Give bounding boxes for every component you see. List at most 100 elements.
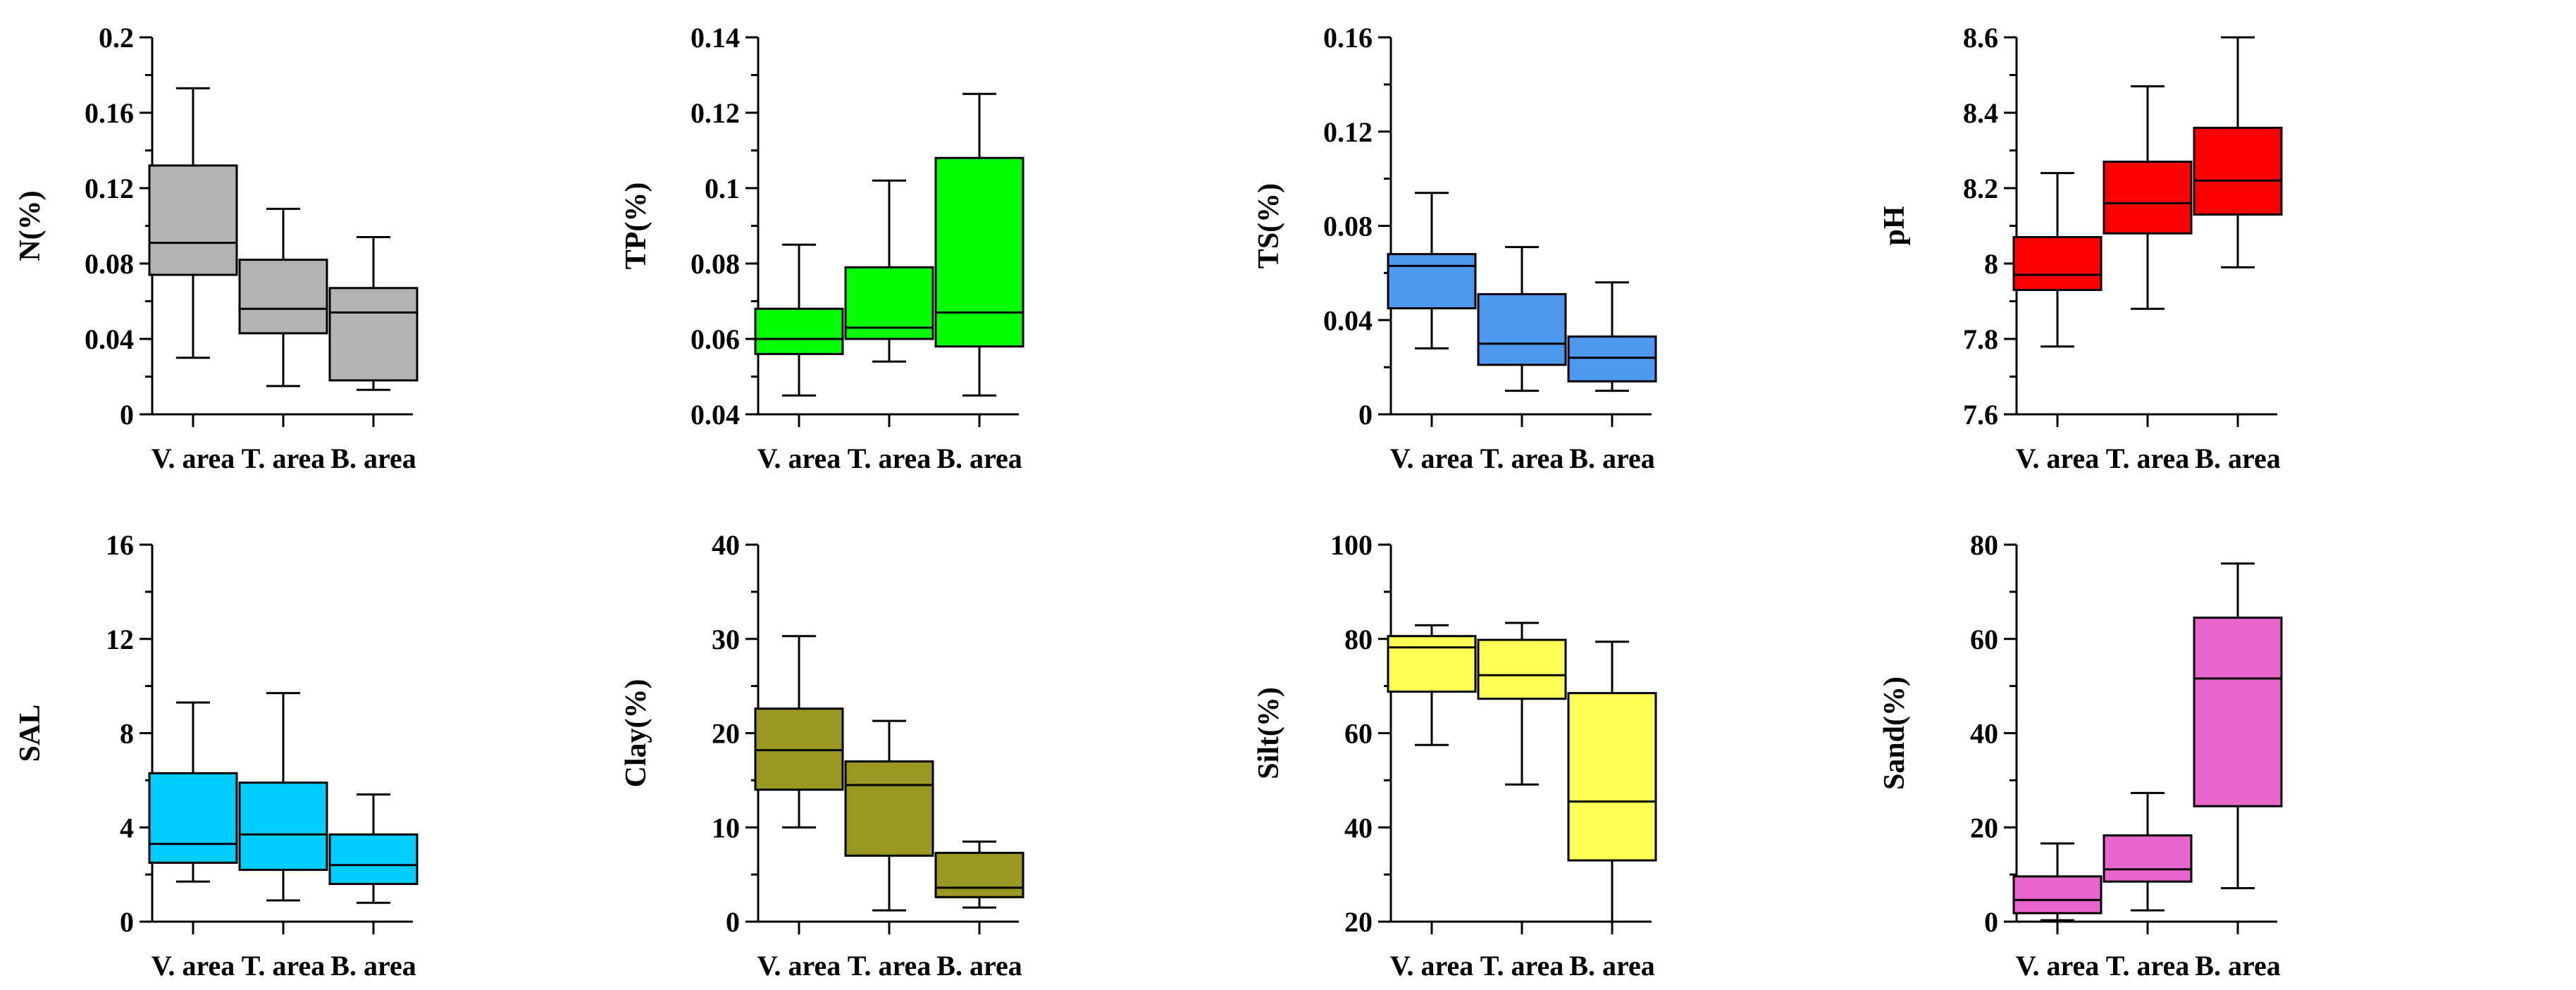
y-tick-label: 60	[1970, 624, 1998, 655]
x-tick-label: T. area	[848, 443, 931, 474]
y-axis-title: SAL	[14, 705, 47, 762]
y-tick-label: 60	[1344, 718, 1373, 750]
chart-panel-3: 0 0.04 0.08 0.12 0.16 TS(%) V. area T. area B. a…	[1253, 22, 1657, 474]
x-tick-label: B. area	[936, 443, 1022, 474]
y-tick-label: 40	[1970, 718, 1998, 750]
box-varea	[148, 701, 238, 883]
x-tick-label: B. area	[1569, 443, 1654, 474]
box-barea	[328, 236, 419, 391]
x-tick-label: T. area	[2106, 443, 2190, 474]
y-tick-label: 0.04	[85, 323, 134, 355]
box-barea	[934, 92, 1024, 397]
x-tick-label: V. area	[151, 950, 235, 982]
y-tick-label: 8.4	[1963, 97, 1998, 129]
y-tick-label: 100	[1330, 529, 1373, 561]
box-iqr	[148, 772, 238, 864]
y-tick-label: 40	[1344, 812, 1373, 843]
y-tick-label: 0	[1984, 906, 1998, 938]
y-tick-label: 40	[712, 529, 740, 561]
y-tick-label: 20	[1344, 906, 1373, 938]
y-tick-label: 0	[120, 399, 134, 431]
y-tick-label: 0.1	[705, 173, 740, 204]
box-iqr	[1387, 253, 1477, 310]
y-tick-label: 12	[106, 624, 134, 655]
box-iqr	[2103, 834, 2193, 883]
box-barea	[2193, 562, 2283, 890]
x-tick-label: V. area	[1390, 443, 1474, 474]
box-iqr	[1477, 638, 1567, 700]
x-tick-label: V. area	[2016, 443, 2100, 474]
x-tick-label: T. area	[242, 950, 326, 982]
x-tick-label: T. area	[848, 950, 931, 982]
y-tick-label: 4	[120, 812, 134, 843]
box-iqr	[2012, 875, 2103, 915]
box-barea	[934, 840, 1024, 909]
y-tick-label: 0.08	[691, 248, 740, 280]
x-tick-label: T. area	[1480, 950, 1564, 982]
x-tick-label: V. area	[757, 443, 841, 474]
box-tarea	[1477, 621, 1567, 786]
x-tick-label: B. area	[2195, 950, 2280, 982]
y-tick-label: 0.16	[1323, 22, 1373, 54]
box-tarea	[844, 719, 934, 912]
y-tick-label: 0.06	[691, 323, 740, 355]
x-tick-label: T. area	[2106, 950, 2190, 982]
box-tarea	[238, 692, 328, 902]
y-axis-title: TS(%)	[1253, 183, 1285, 268]
box-iqr	[844, 760, 934, 857]
chart-panel-1: 0 0.04 0.08 0.12 0.16 0.2 N(%) V. area T. area B.…	[14, 22, 419, 474]
x-tick-label: V. area	[757, 950, 841, 982]
y-tick-label: 80	[1970, 529, 1998, 561]
box-varea	[2012, 842, 2103, 922]
x-tick-label: T. area	[1480, 443, 1564, 474]
box-barea	[1567, 641, 1657, 923]
chart-panel-7: 20 40 60 80 100 Silt(%) V. area T. area B. area	[1253, 529, 1657, 982]
x-tick-label: B. area	[936, 950, 1022, 982]
box-iqr	[238, 259, 328, 335]
box-iqr	[1477, 292, 1567, 366]
y-tick-label: 8.6	[1963, 22, 1998, 54]
x-tick-label: B. area	[1569, 950, 1654, 982]
box-iqr	[328, 833, 419, 885]
box-tarea	[844, 179, 934, 363]
box-iqr	[2012, 236, 2103, 291]
box-tarea	[2103, 791, 2193, 912]
chart-panel-5: 0 4 8 12 16 SAL V. area T. area B. area	[14, 529, 419, 982]
y-tick-label: 0	[1358, 399, 1373, 431]
y-tick-label: 8	[120, 718, 134, 750]
x-tick-label: V. area	[1390, 950, 1474, 982]
y-axis-title: N(%)	[14, 190, 47, 261]
y-tick-label: 0.04	[1323, 304, 1373, 336]
y-tick-label: 80	[1344, 624, 1373, 655]
y-axis-title: Sand(%)	[1878, 676, 1911, 790]
y-tick-label: 0.2	[99, 22, 134, 54]
box-iqr	[238, 781, 328, 871]
y-tick-label: 16	[106, 529, 134, 561]
box-iqr	[934, 851, 1024, 898]
x-tick-label: B. area	[330, 443, 416, 474]
box-iqr	[1387, 635, 1477, 693]
y-tick-label: 7.6	[1963, 399, 1998, 431]
box-iqr	[328, 287, 419, 382]
y-tick-label: 7.8	[1963, 323, 1998, 355]
y-tick-label: 0	[726, 906, 740, 938]
box-varea	[754, 635, 844, 829]
y-tick-label: 8	[1984, 248, 1998, 280]
y-tick-label: 10	[712, 812, 740, 843]
x-tick-label: B. area	[2195, 443, 2280, 474]
box-barea	[1567, 281, 1657, 392]
y-tick-label: 30	[712, 624, 740, 655]
y-tick-label: 0.08	[1323, 211, 1373, 242]
box-iqr	[1567, 692, 1657, 862]
chart-panel-2: 0.04 0.06 0.08 0.1 0.12 0.14 TP(%) V. area T. ar…	[620, 22, 1024, 474]
box-varea	[1387, 624, 1477, 746]
x-tick-label: B. area	[330, 950, 416, 982]
y-axis-title: pH	[1878, 206, 1911, 245]
y-axis-title: Clay(%)	[620, 679, 652, 788]
y-tick-label: 0.12	[691, 97, 740, 129]
chart-panel-4: 7.6 7.8 8 8.2 8.4 8.6 pH V. area T. area B. area	[1878, 22, 2283, 474]
box-varea	[754, 243, 844, 397]
y-tick-label: 20	[712, 718, 740, 750]
y-tick-label: 20	[1970, 812, 1998, 843]
